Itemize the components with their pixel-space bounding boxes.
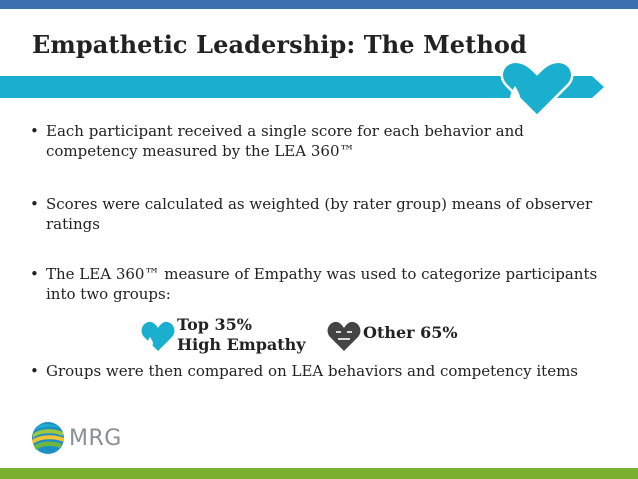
mrg-logo-icon xyxy=(32,422,64,454)
bullet-item-1: • Each participant received a single sco… xyxy=(30,121,620,161)
bullet-marker: • xyxy=(30,265,39,283)
cyan-heart-with-drop-icon xyxy=(141,321,175,351)
bullet-text: Groups were then compared on LEA behavio… xyxy=(46,362,578,380)
bullet-marker: • xyxy=(30,195,39,213)
group-other-label: Other 65% xyxy=(363,323,458,342)
slide-title: Empathetic Leadership: The Method xyxy=(32,30,527,59)
bottom-accent-bar xyxy=(0,468,638,479)
mrg-logo-text: MRG xyxy=(69,426,122,451)
bullet-marker: • xyxy=(30,122,39,140)
bullet-item-2: • Scores were calculated as weighted (by… xyxy=(30,194,620,234)
bullet-text: Scores were calculated as weighted (by r… xyxy=(46,195,593,233)
bullet-item-4: • Groups were then compared on LEA behav… xyxy=(30,361,620,381)
bullet-item-3: • The LEA 360™ measure of Empathy was us… xyxy=(30,264,620,304)
ribbon-heart-icon xyxy=(500,60,574,118)
bullet-marker: • xyxy=(30,362,39,380)
bullet-text: The LEA 360™ measure of Empathy was used… xyxy=(46,265,598,303)
bullet-text: Each participant received a single score… xyxy=(46,122,524,160)
group-high-empathy-line1: Top 35% xyxy=(177,315,252,334)
title-ribbon xyxy=(0,60,604,118)
top-accent-bar xyxy=(0,0,638,9)
gray-heart-neutral-face-icon xyxy=(327,321,361,351)
group-high-empathy-line2: High Empathy xyxy=(177,335,306,354)
